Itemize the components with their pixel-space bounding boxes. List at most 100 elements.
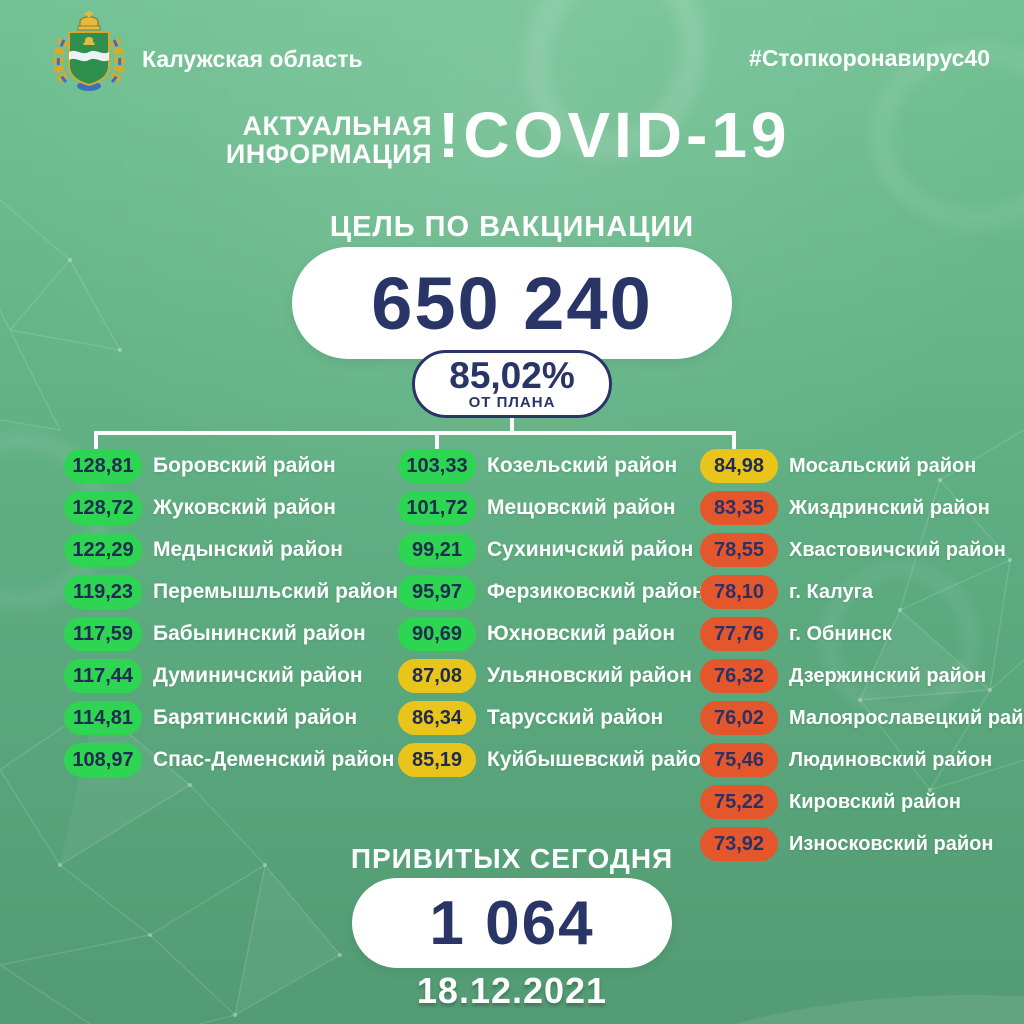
connector-line	[94, 431, 736, 435]
district-value-pill: 99,21	[398, 533, 476, 567]
district-value-pill: 95,97	[398, 575, 476, 609]
district-name: Кировский район	[789, 790, 961, 813]
district-value-pill: 84,98	[700, 449, 778, 483]
district-name: Бабынинский район	[153, 622, 366, 645]
district-name: Мещовский район	[487, 496, 676, 519]
district-row: 114,81 Барятинский район	[64, 701, 398, 735]
district-value-pill: 83,35	[700, 491, 778, 525]
district-name: г. Обнинск	[789, 622, 892, 645]
district-name: Малоярославецкий район	[789, 706, 1024, 729]
district-row: 87,08 Ульяновский район	[398, 659, 714, 693]
kaluga-coat-of-arms-icon	[53, 11, 125, 91]
district-value-pill: 128,81	[64, 449, 142, 483]
connector-line	[94, 431, 98, 449]
hashtag-label: #Стопкоронавирус40	[749, 45, 990, 71]
district-row: 119,23 Перемышльский район	[64, 575, 398, 609]
district-value-pill: 85,19	[398, 743, 476, 777]
district-row: 95,97 Ферзиковский район	[398, 575, 714, 609]
district-row: 128,81 Боровский район	[64, 449, 398, 483]
district-row: 86,34 Тарусский район	[398, 701, 714, 735]
district-row: 90,69 Юхновский район	[398, 617, 714, 651]
vaccination-goal-label: ЦЕЛЬ ПО ВАКЦИНАЦИИ	[329, 211, 695, 243]
district-name: Сухиничский район	[487, 538, 694, 561]
district-name: Ферзиковский район	[487, 580, 705, 603]
district-row: 75,46 Людиновский район	[700, 743, 1024, 777]
district-row: 77,76 г. Обнинск	[700, 617, 1024, 651]
connector-line	[510, 416, 514, 433]
district-name: Жуковский район	[153, 496, 336, 519]
district-row: 75,22 Кировский район	[700, 785, 1024, 819]
district-row: 117,44 Думиничский район	[64, 659, 398, 693]
vaccinated-today-value: 1 064	[429, 888, 595, 958]
district-value-pill: 76,32	[700, 659, 778, 693]
district-value-pill: 73,92	[700, 827, 778, 861]
district-value-pill: 76,02	[700, 701, 778, 735]
district-value-pill: 128,72	[64, 491, 142, 525]
vaccinated-today-label: ПРИВИТЫХ СЕГОДНЯ	[350, 843, 674, 874]
district-row: 117,59 Бабынинский район	[64, 617, 398, 651]
district-name: Куйбышевский район	[487, 748, 714, 771]
district-name: Юхновский район	[487, 622, 676, 645]
district-name: Козельский район	[487, 454, 678, 477]
district-value-pill: 101,72	[398, 491, 476, 525]
percent-of-plan-value: 85,02%	[449, 355, 575, 396]
district-value-pill: 117,44	[64, 659, 142, 693]
district-value-pill: 119,23	[64, 575, 142, 609]
district-name: Боровский район	[153, 454, 336, 477]
district-row: 73,92 Износковский район	[700, 827, 1024, 861]
district-column-2: 103,33 Козельский район 101,72 Мещовский ра…	[398, 449, 714, 785]
district-name: Перемышльский район	[153, 580, 398, 603]
district-name: Спас-Деменский район	[153, 748, 395, 771]
district-value-pill: 78,55	[700, 533, 778, 567]
district-value-pill: 90,69	[398, 617, 476, 651]
district-column-3: 84,98 Мосальский район 83,35 Жиздринский ра…	[700, 449, 1024, 869]
district-row: 103,33 Козельский район	[398, 449, 714, 483]
district-row: 76,02 Малоярославецкий район	[700, 701, 1024, 735]
district-row: 84,98 Мосальский район	[700, 449, 1024, 483]
district-name: Хвастовичский район	[789, 538, 1006, 561]
district-value-pill: 78,10	[700, 575, 778, 609]
connector-line	[435, 431, 439, 449]
district-name: Тарусский район	[487, 706, 664, 729]
district-name: Медынский район	[153, 538, 343, 561]
district-value-pill: 77,76	[700, 617, 778, 651]
percent-of-plan-caption: ОТ ПЛАНА	[468, 394, 556, 411]
vaccinated-today-pill: 1 064	[352, 878, 672, 968]
actual-info-line1: АКТУАЛЬНАЯ	[242, 111, 432, 141]
actual-info-label: АКТУАЛЬНАЯ ИНФОРМАЦИЯ	[170, 112, 432, 168]
district-name: Барятинский район	[153, 706, 358, 729]
district-name: Жиздринский район	[789, 496, 990, 519]
district-value-pill: 114,81	[64, 701, 142, 735]
district-value-pill: 103,33	[398, 449, 476, 483]
connector-line	[732, 431, 736, 449]
report-date: 18.12.2021	[416, 970, 608, 1011]
district-row: 128,72 Жуковский район	[64, 491, 398, 525]
district-name: Думиничский район	[153, 664, 363, 687]
district-row: 78,55 Хвастовичский район	[700, 533, 1024, 567]
district-value-pill: 87,08	[398, 659, 476, 693]
district-row: 85,19 Куйбышевский район	[398, 743, 714, 777]
district-row: 101,72 Мещовский район	[398, 491, 714, 525]
district-name: Ульяновский район	[487, 664, 692, 687]
district-value-pill: 75,46	[700, 743, 778, 777]
district-value-pill: 117,59	[64, 617, 142, 651]
vaccination-goal-value: 650 240	[371, 261, 653, 345]
district-name: Дзержинский район	[789, 664, 987, 687]
district-value-pill: 75,22	[700, 785, 778, 819]
district-value-pill: 122,29	[64, 533, 142, 567]
district-name: г. Калуга	[789, 580, 874, 603]
district-row: 83,35 Жиздринский район	[700, 491, 1024, 525]
district-value-pill: 86,34	[398, 701, 476, 735]
covid-19-title: !COVID-19	[438, 99, 791, 171]
district-value-pill: 108,97	[64, 743, 142, 777]
district-name: Износковский район	[789, 832, 994, 855]
actual-info-line2: ИНФОРМАЦИЯ	[225, 139, 432, 169]
region-title: Калужская область	[142, 46, 363, 72]
district-row: 78,10 г. Калуга	[700, 575, 1024, 609]
district-name: Людиновский район	[789, 748, 993, 771]
district-column-1: 128,81 Боровский район 128,72 Жуковский рай…	[64, 449, 398, 785]
district-name: Мосальский район	[789, 454, 977, 477]
district-row: 122,29 Медынский район	[64, 533, 398, 567]
district-row: 99,21 Сухиничский район	[398, 533, 714, 567]
